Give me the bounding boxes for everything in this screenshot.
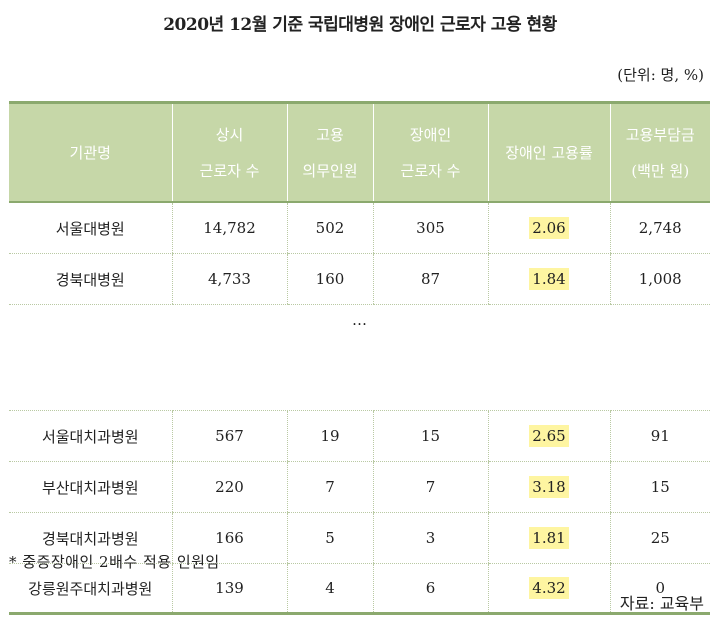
rate-highlight: 2.06 [529, 217, 569, 239]
cell-institution: 경북대치과병원 [9, 512, 172, 564]
cell-workers: 166 [171, 512, 287, 564]
header-levy: 고용부담금 (백만 원) [609, 102, 710, 202]
cell-rate: 1.81 [487, 512, 610, 564]
cell-levy: 0 [609, 563, 710, 615]
source-label: 자료: 교육부 [619, 594, 704, 613]
table-row: 강릉원주대치과병원 139 4 6 4.32 0 [9, 563, 710, 615]
header-disabled-workers: 장애인 근로자 수 [372, 102, 488, 202]
cell-required: 7 [286, 461, 373, 513]
rate-highlight: 4.32 [529, 577, 569, 599]
cell-disabled: 305 [372, 202, 488, 254]
page-title: 2020년 12월 기준 국립대병원 장애인 근로자 고용 현황 [163, 15, 557, 35]
ellipsis-row: … [9, 304, 710, 411]
cell-required: 502 [286, 202, 373, 254]
header-institution: 기관명 [9, 102, 172, 202]
ellipsis: … [9, 304, 710, 411]
cell-institution: 서울대병원 [9, 202, 172, 254]
cell-rate: 2.06 [487, 202, 610, 254]
cell-workers: 4,733 [171, 253, 287, 305]
cell-workers: 567 [171, 410, 287, 462]
table-row: 서울대치과병원 567 19 15 2.65 91 [9, 410, 710, 462]
table-header-row: 기관명 상시 근로자 수 고용 의무인원 장애인 근로자 수 장애인 고용률 고용부담… [9, 102, 710, 202]
cell-institution: 경북대병원 [9, 253, 172, 305]
cell-workers: 220 [171, 461, 287, 513]
cell-levy: 25 [609, 512, 710, 564]
rate-highlight: 2.65 [529, 425, 569, 447]
cell-levy: 1,008 [609, 253, 710, 305]
unit-label: (단위: 명, %) [617, 66, 704, 84]
table-row: 서울대병원 14,782 502 305 2.06 2,748 [9, 202, 710, 254]
header-mandatory-quota: 고용 의무인원 [286, 102, 373, 202]
rate-highlight: 1.81 [529, 527, 569, 549]
rate-highlight: 1.84 [529, 268, 569, 290]
table-row: 경북대치과병원 166 5 3 1.81 25 [9, 512, 710, 564]
cell-rate: 2.65 [487, 410, 610, 462]
cell-disabled: 3 [372, 512, 488, 564]
cell-institution: 부산대치과병원 [9, 461, 172, 513]
cell-institution: 강릉원주대치과병원 [9, 563, 172, 615]
cell-required: 160 [286, 253, 373, 305]
cell-required: 19 [286, 410, 373, 462]
cell-required: 4 [286, 563, 373, 615]
cell-institution: 서울대치과병원 [9, 410, 172, 462]
cell-levy: 2,748 [609, 202, 710, 254]
cell-levy: 91 [609, 410, 710, 462]
table-row: 부산대치과병원 220 7 7 3.18 15 [9, 461, 710, 513]
cell-required: 5 [286, 512, 373, 564]
cell-disabled: 6 [372, 563, 488, 615]
employment-table: 기관명 상시 근로자 수 고용 의무인원 장애인 근로자 수 장애인 고용률 고용부담… [9, 101, 710, 615]
cell-rate: 4.32 [487, 563, 610, 615]
cell-disabled: 87 [372, 253, 488, 305]
table-row: 경북대병원 4,733 160 87 1.84 1,008 [9, 253, 710, 305]
cell-disabled: 7 [372, 461, 488, 513]
cell-rate: 3.18 [487, 461, 610, 513]
cell-disabled: 15 [372, 410, 488, 462]
cell-workers: 14,782 [171, 202, 287, 254]
cell-workers: 139 [171, 563, 287, 615]
rate-highlight: 3.18 [529, 476, 569, 498]
cell-rate: 1.84 [487, 253, 610, 305]
header-regular-workers: 상시 근로자 수 [171, 102, 287, 202]
cell-levy: 15 [609, 461, 710, 513]
header-employment-rate: 장애인 고용률 [487, 102, 610, 202]
footnote: * 중증장애인 2배수 적용 인원임 [9, 553, 220, 571]
